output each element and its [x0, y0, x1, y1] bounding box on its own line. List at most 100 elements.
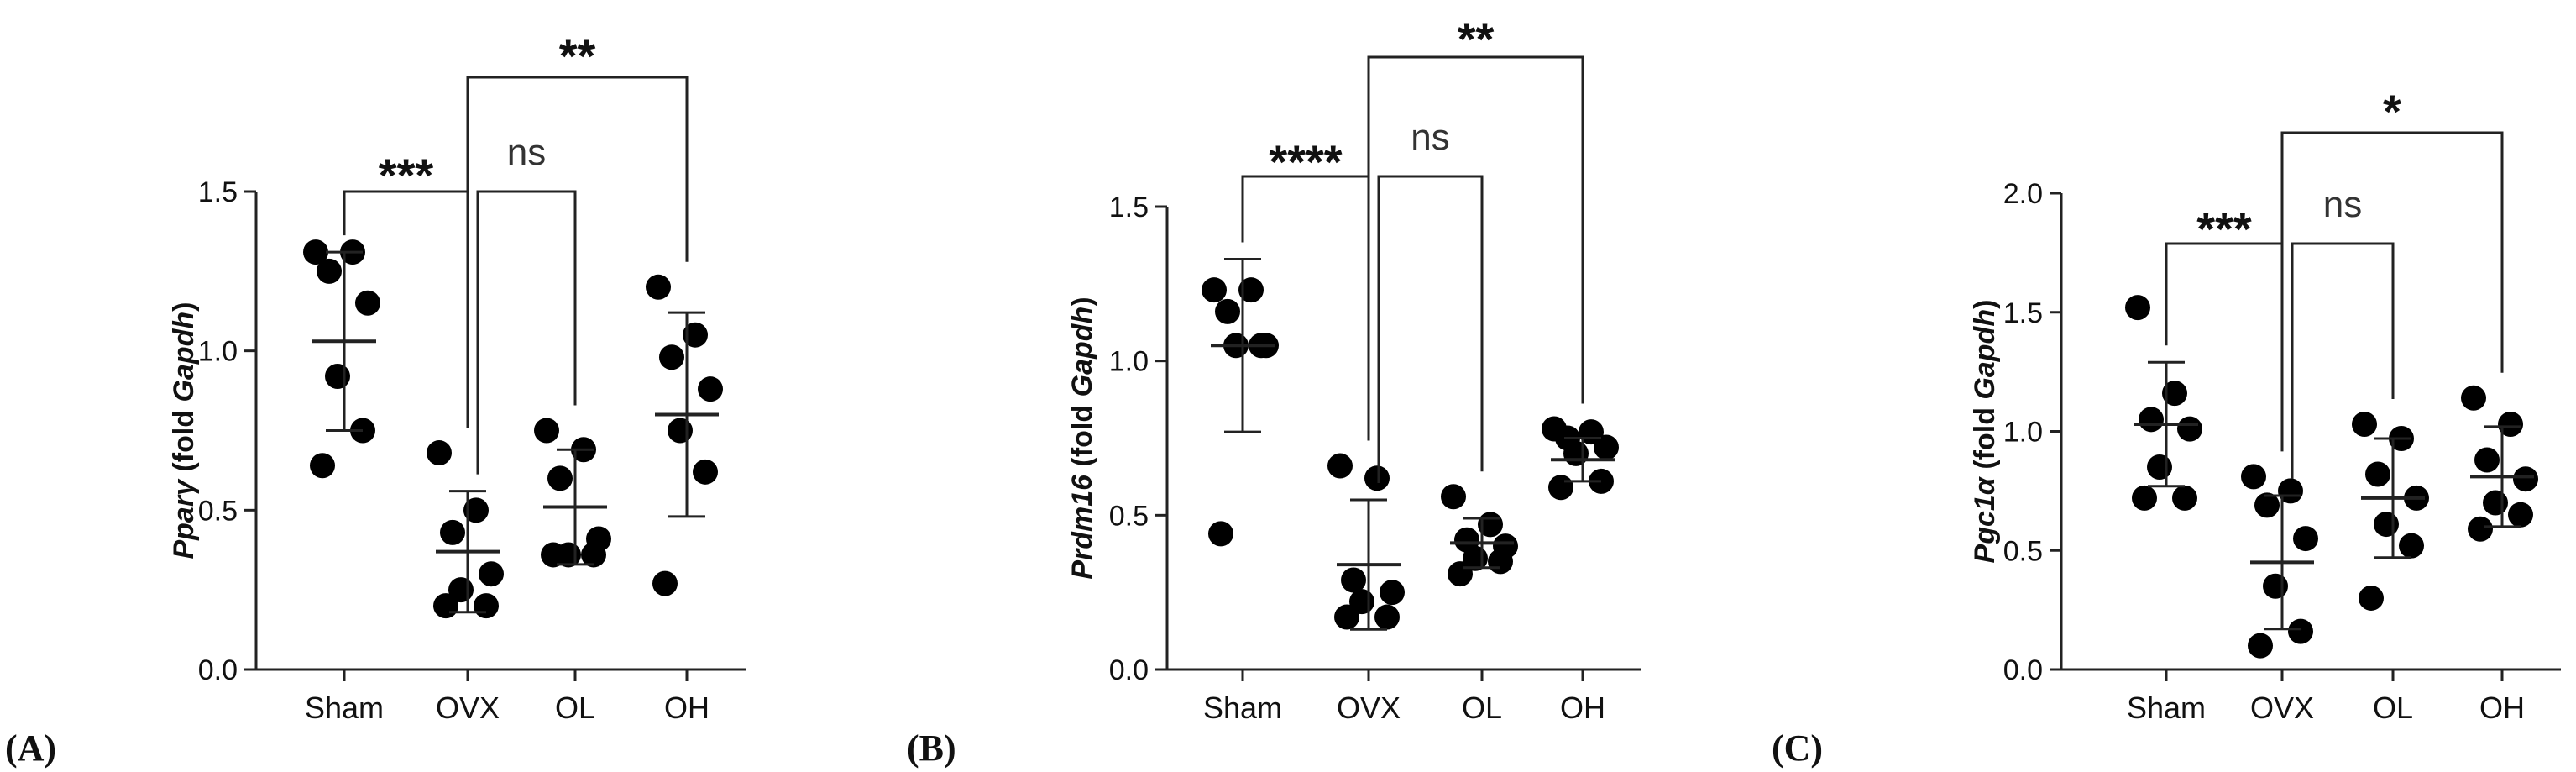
data-point-ovx — [433, 593, 458, 619]
significance-label: *** — [2196, 202, 2252, 255]
data-point-sham — [2177, 416, 2202, 442]
data-point-ol — [581, 542, 606, 568]
data-point-sham — [2172, 485, 2197, 511]
significance-bracket — [476, 190, 577, 475]
data-point-oh — [1548, 475, 1573, 501]
data-point-sham — [1238, 277, 1264, 303]
data-point-ovx — [2293, 526, 2318, 552]
data-point-oh — [2468, 516, 2493, 542]
panel-1: 0.0 0.5 1.0 1.5 Sham OVX OL OH Pparγ (fold Gapdh… — [5, 29, 746, 769]
data-point-oh — [693, 459, 718, 485]
data-point-ol — [534, 418, 559, 444]
data-point-sham — [317, 258, 342, 284]
data-point-oh — [698, 376, 723, 402]
x-tick-label-oh: OH — [664, 691, 709, 725]
significance-label: * — [2383, 85, 2401, 138]
data-point-oh — [683, 322, 708, 348]
data-point-ovx — [1380, 580, 1405, 606]
y-tick-label: 1.5 — [198, 176, 238, 208]
data-point-sham — [2132, 485, 2157, 511]
panel-label: (C) — [1772, 727, 1823, 769]
significance-label: **** — [1269, 135, 1342, 188]
data-point-ovx — [1364, 465, 1390, 491]
x-tick-label-ovx: OVX — [436, 691, 500, 725]
y-axis-title: Prdm16 (fold Gapdh) — [1066, 297, 1098, 579]
x-tick-label-oh: OH — [2479, 691, 2525, 725]
data-point-ol — [2365, 461, 2390, 487]
significance-bracket — [343, 190, 469, 428]
data-point-ovx — [2241, 464, 2266, 490]
data-point-oh — [2483, 490, 2508, 516]
y-tick-label: 0.0 — [198, 654, 238, 686]
x-tick-label-sham: Sham — [1203, 691, 1282, 725]
significance-bracket — [466, 76, 689, 262]
y-tick-label: 0.5 — [1109, 500, 1149, 532]
data-point-ovx — [2278, 478, 2303, 504]
data-point-sham — [1208, 521, 1233, 547]
x-tick-label-ovx: OVX — [1337, 691, 1401, 725]
data-point-oh — [1594, 434, 1619, 460]
data-point-ovx — [2288, 618, 2313, 644]
y-tick-label: 1.5 — [1109, 192, 1149, 223]
data-point-sham — [310, 453, 335, 479]
data-point-ol — [1448, 561, 1473, 587]
data-point-oh — [652, 570, 678, 596]
data-point-ovx — [440, 519, 465, 545]
significance-bracket — [2291, 242, 2395, 480]
significance-label: ns — [2323, 184, 2362, 225]
panel-label: (B) — [907, 727, 956, 769]
data-point-sham — [355, 290, 380, 316]
data-point-ovx — [479, 561, 504, 587]
x-tick-label-sham: Sham — [305, 691, 384, 725]
data-point-oh — [2508, 502, 2533, 528]
significance-label: ** — [559, 29, 596, 82]
data-point-ol — [2359, 585, 2384, 611]
data-point-sham — [1215, 298, 1240, 324]
data-point-oh — [2461, 385, 2486, 411]
y-tick-label: 0.0 — [2003, 654, 2043, 686]
data-point-ol — [1441, 484, 1466, 510]
y-tick-label: 2.0 — [2003, 178, 2043, 210]
data-point-ol — [2352, 411, 2377, 437]
significance-label: ns — [1411, 117, 1449, 158]
data-point-oh — [668, 418, 693, 444]
data-point-ovx — [427, 440, 452, 466]
data-point-ovx — [463, 497, 489, 523]
data-point-ovx — [1341, 567, 1366, 593]
data-point-oh — [659, 344, 684, 370]
y-tick-label: 1.0 — [1109, 346, 1149, 378]
data-point-sham — [303, 239, 328, 265]
data-point-ol — [2399, 533, 2424, 559]
x-tick-label-sham: Sham — [2127, 691, 2206, 725]
data-point-oh — [2498, 411, 2523, 437]
data-point-oh — [2474, 447, 2500, 473]
panel-3: 0.0 0.5 1.0 1.5 2.0 Sham OVX OL OH Pgc1α (fold Ga… — [1772, 85, 2561, 769]
data-point-ovx — [2263, 573, 2288, 599]
data-point-sham — [2139, 407, 2164, 433]
data-point-ovx — [1327, 453, 1353, 479]
significance-bracket — [1377, 175, 1484, 483]
data-point-oh — [646, 274, 671, 300]
data-point-ovx — [1334, 604, 1359, 630]
y-tick-label: 1.0 — [2003, 417, 2043, 449]
data-point-ol — [541, 542, 566, 568]
x-tick-label-ol: OL — [2373, 691, 2413, 725]
y-tick-label: 0.0 — [1109, 654, 1149, 686]
data-point-ol — [1488, 549, 1513, 575]
x-tick-label-ol: OL — [555, 691, 595, 725]
significance-bracket — [2165, 242, 2284, 452]
data-point-oh — [2513, 466, 2538, 492]
data-point-sham — [1202, 277, 1227, 303]
panel-label: (A) — [5, 727, 56, 769]
data-point-ol — [547, 465, 573, 491]
data-point-sham — [2125, 295, 2150, 321]
y-tick-label: 1.5 — [2003, 297, 2043, 329]
x-tick-label-ovx: OVX — [2250, 691, 2314, 725]
data-point-ovx — [474, 593, 499, 619]
data-point-ovx — [2248, 633, 2273, 659]
y-tick-label: 0.5 — [2003, 535, 2043, 567]
data-point-ovx — [2254, 492, 2280, 518]
data-point-ovx — [1374, 604, 1400, 630]
y-tick-label: 0.5 — [198, 495, 238, 527]
